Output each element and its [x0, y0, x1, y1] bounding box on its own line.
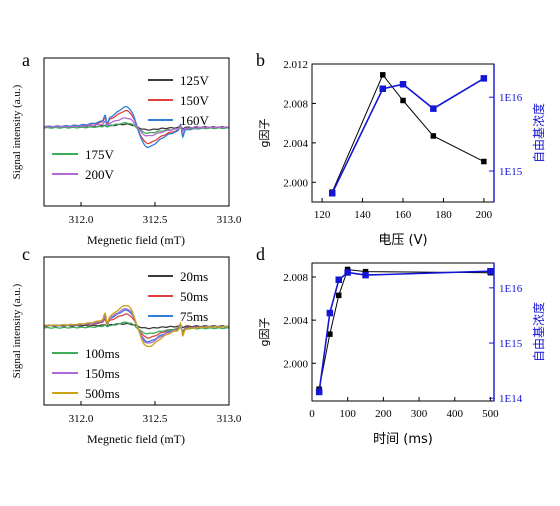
- x-tick-label: 313.0: [217, 413, 242, 425]
- panel-d-ylabel-right: 自由基浓度: [531, 302, 546, 362]
- panel-c-series: [43, 305, 230, 348]
- panel-b-axes: 120 140 160 180 200 2.000 2.004 2.008 2.012 1E15 1…: [283, 59, 522, 221]
- x-tick-label: 312.5: [143, 413, 168, 425]
- x-tick-label: 500: [482, 408, 499, 420]
- y-right-tick-label: 1E16: [499, 283, 523, 295]
- y-left-tick-label: 2.004: [283, 315, 308, 327]
- g-factor-line: [318, 268, 491, 390]
- panel-c-xlabel: Megnetic field (mT): [87, 432, 185, 446]
- x-tick-label: 313.0: [217, 214, 242, 226]
- panel-d-ylabel-left: g因子: [258, 318, 271, 347]
- panel-label-a: a: [22, 50, 30, 70]
- radical-concentration-point: [399, 81, 407, 88]
- legend-label-500ms: 500ms: [85, 386, 120, 401]
- x-tick-label: 120: [314, 209, 331, 221]
- y-right-tick-label: 1E16: [499, 92, 523, 104]
- radical-concentration-point: [480, 75, 488, 82]
- panel-a-series: [43, 105, 230, 148]
- radical-concentration-point: [430, 105, 437, 112]
- panel-b-ylabel-right: 自由基浓度: [531, 103, 546, 163]
- panel-b-ylabel-left: g因子: [258, 119, 271, 148]
- panel-a-xticks: 312.0 312.5 313.0: [69, 202, 242, 226]
- y-left-tick-label: 2.008: [283, 272, 308, 284]
- y-left-tick-label: 2.000: [283, 358, 308, 370]
- x-tick-label: 200: [476, 209, 493, 221]
- panel-c-legend: 20ms 50ms 75ms 100ms 150ms 500ms: [52, 269, 208, 401]
- radical-concentration-point: [344, 269, 351, 276]
- legend-label-100ms: 100ms: [85, 346, 120, 361]
- panel-label-b: b: [256, 50, 265, 70]
- spectrum-175v: [43, 122, 230, 134]
- panel-d-xlabel: 时间 (ms): [373, 432, 433, 447]
- radical-concentration-point: [326, 309, 334, 317]
- legend-label-200v: 200V: [85, 167, 115, 182]
- legend-label-20ms: 20ms: [180, 269, 208, 284]
- spectrum-500ms: [43, 305, 230, 348]
- y-left-tick-label: 2.004: [283, 138, 308, 150]
- panel-a-legend: 125V 150V 160V 175V 200V: [52, 73, 210, 182]
- spectrum-100ms: [43, 321, 230, 335]
- x-tick-label: 312.0: [69, 413, 94, 425]
- panel-label-d: d: [256, 244, 265, 264]
- panel-d-series: [315, 266, 494, 396]
- x-tick-label: 300: [411, 408, 428, 420]
- legend-label-150v: 150V: [180, 93, 210, 108]
- radical-concentration-point: [379, 85, 386, 92]
- g-factor-point: [481, 158, 487, 165]
- panel-label-c: c: [22, 244, 30, 264]
- x-tick-label: 140: [354, 209, 371, 221]
- legend-label-50ms: 50ms: [180, 289, 208, 304]
- g-factor-point: [327, 331, 333, 337]
- y-right-tick-label: 1E15: [499, 166, 523, 178]
- x-tick-label: 0: [309, 408, 315, 420]
- x-tick-label: 400: [446, 408, 463, 420]
- x-tick-label: 312.5: [143, 214, 168, 226]
- panel-c-xticks: 312.0 312.5 313.0: [69, 401, 242, 425]
- panel-c-frame: [43, 256, 230, 406]
- legend-label-150ms: 150ms: [85, 366, 120, 381]
- radical-concentration-point: [362, 271, 369, 279]
- x-tick-label: 160: [395, 209, 412, 221]
- g-factor-point: [430, 133, 437, 139]
- radical-concentration-point: [315, 388, 323, 396]
- x-tick-label: 100: [339, 408, 356, 420]
- g-factor-point: [400, 97, 406, 104]
- radical-concentration-point: [335, 276, 342, 283]
- legend-label-125v: 125V: [180, 73, 210, 88]
- radical-concentration-line: [318, 270, 491, 393]
- radical-concentration-point: [487, 268, 494, 275]
- spectrum-200v: [43, 117, 230, 137]
- panel-c-ylabel: Signal intensity (a.u.): [11, 283, 23, 378]
- y-left-tick-label: 2.012: [283, 59, 308, 71]
- panel-b-series: [329, 72, 488, 197]
- y-right-tick-label: 1E14: [499, 393, 523, 405]
- g-factor-point: [362, 268, 369, 275]
- g-factor-point: [380, 72, 386, 78]
- g-factor-point: [336, 292, 342, 299]
- y-left-tick-label: 2.008: [283, 98, 308, 110]
- x-tick-label: 180: [435, 209, 452, 221]
- panel-b-xlabel: 电压 (V): [378, 233, 427, 248]
- panel-d-axes: 0 100 200 300 400 500 2.000 2.004 2.008 1E14 1E15 1…: [283, 272, 522, 420]
- y-left-tick-label: 2.000: [283, 177, 308, 189]
- panel-c: 312.0 312.5 313.0 Megnetic field (mT) Sign…: [11, 256, 242, 446]
- radical-concentration-point: [329, 190, 336, 197]
- legend-label-175v: 175V: [85, 147, 115, 162]
- panel-a: 312.0 312.5 313.0 Megnetic field (mT) Sign…: [11, 57, 242, 247]
- panel-d: 0 100 200 300 400 500 2.000 2.004 2.008 1E14 1E15 1…: [258, 262, 546, 447]
- x-tick-label: 200: [375, 408, 392, 420]
- panel-a-frame: [43, 57, 230, 207]
- panel-a-xlabel: Megnetic field (mT): [87, 233, 185, 247]
- legend-label-75ms: 75ms: [180, 309, 208, 324]
- x-tick-label: 312.0: [69, 214, 94, 226]
- panel-a-ylabel: Signal intensity (a.u.): [11, 84, 23, 179]
- y-right-tick-label: 1E15: [499, 338, 523, 350]
- legend-label-160v: 160V: [180, 113, 210, 128]
- panel-b: 120 140 160 180 200 2.000 2.004 2.008 2.012 1E15 1…: [258, 59, 546, 248]
